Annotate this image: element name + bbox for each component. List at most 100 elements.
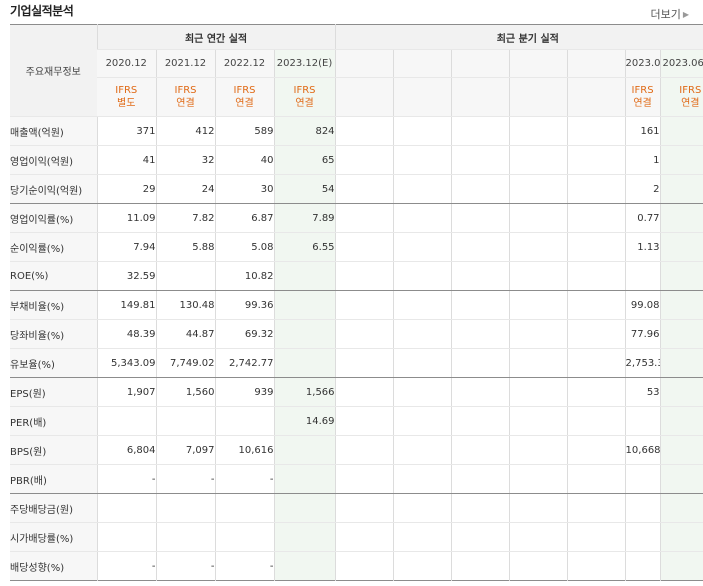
value-cell (334, 435, 394, 465)
value-cell (566, 464, 626, 494)
row-label: 당기순이익(억원) (10, 174, 97, 204)
value-cell: 5.08 (214, 232, 274, 262)
value-cell (392, 145, 452, 175)
value-cell: 44.87 (155, 319, 215, 349)
value-cell: 32 (155, 145, 215, 175)
period-header: 2020.12 (97, 49, 156, 78)
value-cell: 149.81 (96, 290, 156, 320)
value-cell: 7.94 (96, 232, 156, 262)
ifrs-header: IFRS 연결 (659, 77, 703, 117)
value-cell (450, 203, 510, 233)
table-row: 배당성향(%) - - - (10, 551, 703, 581)
row-label: PBR(배) (10, 464, 97, 494)
value-cell (334, 377, 394, 407)
value-cell (334, 551, 394, 581)
value-cell: 1,907 (96, 377, 156, 407)
value-cell (155, 406, 215, 436)
value-cell (624, 464, 661, 494)
value-cell: 7.89 (273, 203, 336, 233)
section-title: 기업실적분석 (10, 4, 74, 18)
value-cell: 99.08 (624, 290, 661, 320)
value-cell (334, 261, 394, 291)
value-cell (450, 261, 510, 291)
value-cell (659, 319, 703, 349)
value-cell (566, 145, 626, 175)
row-label: 부채비율(%) (10, 290, 97, 320)
value-cell (392, 406, 452, 436)
table-row: 매출액(억원) 371 412 589 824 161 (10, 116, 703, 146)
value-cell: 10.82 (214, 261, 274, 291)
value-cell (214, 406, 274, 436)
ifrs-header: IFRS 연결 (214, 77, 274, 117)
value-cell (659, 290, 703, 320)
value-cell (214, 522, 274, 552)
value-cell (273, 348, 336, 378)
value-cell (392, 174, 452, 204)
value-cell (659, 377, 703, 407)
value-cell (392, 493, 452, 523)
table-row: 시가배당률(%) (10, 522, 703, 552)
row-label: 순이익률(%) (10, 232, 97, 262)
period-header (392, 49, 452, 78)
ifrs-scope: 연결 (295, 98, 314, 109)
value-cell (659, 435, 703, 465)
value-cell (508, 261, 568, 291)
ifrs-header: IFRS 별도 (97, 77, 156, 117)
value-cell (450, 348, 510, 378)
value-cell (508, 406, 568, 436)
value-cell: 824 (273, 116, 336, 146)
value-cell (508, 116, 568, 146)
value-cell (566, 290, 626, 320)
more-link[interactable]: 더보기 ▶ (650, 6, 689, 22)
value-cell (624, 493, 661, 523)
value-cell (659, 203, 703, 233)
value-cell (659, 261, 703, 291)
value-cell (392, 261, 452, 291)
value-cell: 6.87 (214, 203, 274, 233)
period-header (450, 49, 510, 78)
value-cell (659, 348, 703, 378)
value-cell (566, 116, 626, 146)
value-cell (334, 116, 394, 146)
chevron-right-icon: ▶ (682, 10, 689, 19)
value-cell (334, 174, 394, 204)
period-header: 2023.12(E) (273, 49, 336, 78)
table-row: 주당배당금(원) (10, 493, 703, 523)
value-cell (566, 522, 626, 552)
period-header (508, 49, 568, 78)
ifrs-row: IFRS 별도 IFRS 연결 IFRS 연결 IFRS 연결 IFRS 연결 IFRS 연결 (10, 77, 703, 117)
value-cell: 6,804 (96, 435, 156, 465)
value-cell (214, 493, 274, 523)
table-row: 당좌비율(%) 48.39 44.87 69.32 77.96 (10, 319, 703, 349)
ifrs-standard: IFRS (115, 85, 138, 96)
ifrs-scope: 연결 (681, 98, 700, 109)
value-cell (334, 232, 394, 262)
value-cell: 10,616 (214, 435, 274, 465)
ifrs-header (566, 77, 626, 117)
value-cell: - (214, 551, 274, 581)
ifrs-header (508, 77, 568, 117)
value-cell: - (96, 464, 156, 494)
value-cell (624, 551, 661, 581)
value-cell (273, 493, 336, 523)
value-cell: 53 (624, 377, 661, 407)
header-group-row: 주요재무정보 최근 연간 실적 최근 분기 실적 (10, 24, 703, 117)
value-cell: 14.69 (273, 406, 336, 436)
row-label: 영업이익(억원) (10, 145, 97, 175)
value-cell (392, 348, 452, 378)
value-cell (155, 261, 215, 291)
row-label: 유보율(%) (10, 348, 97, 378)
value-cell (450, 464, 510, 494)
value-cell: 7,097 (155, 435, 215, 465)
period-header (566, 49, 626, 78)
value-cell: 32.59 (96, 261, 156, 291)
value-cell (508, 435, 568, 465)
value-cell (566, 174, 626, 204)
value-cell (334, 319, 394, 349)
value-cell (96, 522, 156, 552)
value-cell: 2 (624, 174, 661, 204)
value-cell: 939 (214, 377, 274, 407)
ifrs-scope: 연결 (176, 98, 195, 109)
value-cell (334, 464, 394, 494)
